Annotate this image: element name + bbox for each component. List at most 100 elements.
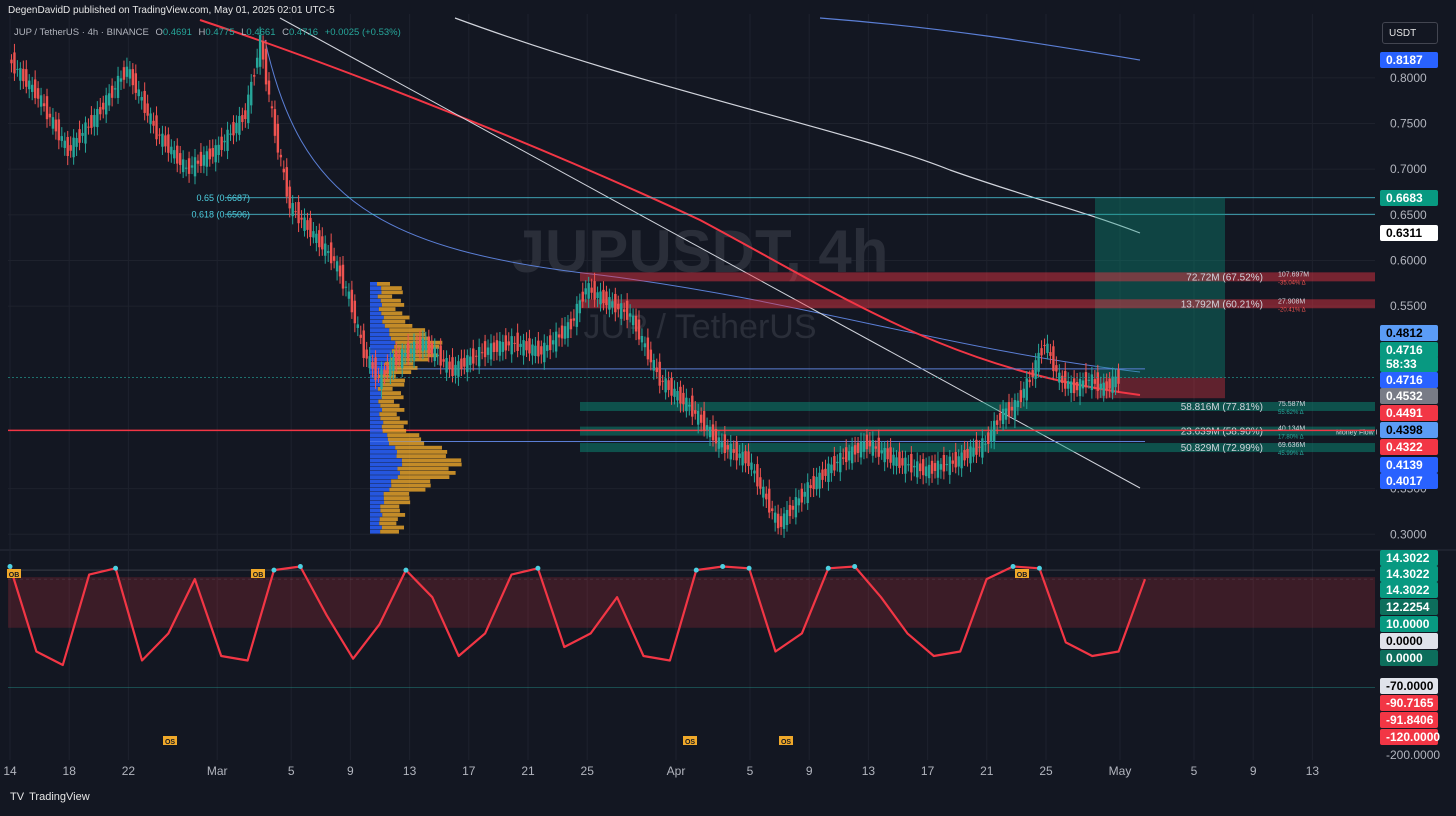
symbol-line: JUP / TetherUS · 4h · BINANCE O0.4691 H0…: [14, 27, 401, 38]
candle-body-351: [1049, 352, 1051, 356]
tradingview-logo[interactable]: TV TradingView: [8, 791, 90, 803]
ohlc-l: 0.4661: [246, 27, 275, 38]
candle-body-50: [158, 135, 160, 136]
osc-label-0: 14.3022: [1386, 551, 1430, 565]
candle-body-331: [990, 430, 992, 442]
vp-bar-blue-58: [370, 526, 382, 530]
x-tick-3: Mar: [207, 764, 228, 778]
candle-body-298: [892, 455, 894, 466]
currency-button[interactable]: USDT: [1382, 22, 1438, 44]
x-tick-9: 25: [581, 764, 595, 778]
candle-body-153: [463, 358, 465, 367]
candle-body-180: [543, 343, 545, 362]
candle-body-306: [916, 461, 918, 477]
candle-body-14: [52, 117, 54, 129]
candle-body-239: [718, 437, 720, 448]
candle-body-20: [69, 145, 71, 151]
candle-body-243: [730, 444, 732, 460]
candle-body-145: [439, 345, 441, 365]
candle-body-340: [1017, 401, 1019, 407]
candle-body-66: [206, 151, 208, 167]
candle-body-140: [425, 341, 427, 350]
vp-bar-blue-27: [370, 395, 382, 399]
vp-bar-blue-35: [370, 429, 383, 433]
price-label-11: 0.4139: [1386, 458, 1423, 472]
candle-body-356: [1064, 371, 1066, 389]
vp-bar-gold-3: [378, 295, 392, 299]
candle-body-193: [582, 292, 584, 302]
candle-body-283: [848, 451, 850, 460]
vp-bar-blue-41: [370, 454, 397, 458]
candle-body-79: [244, 110, 246, 119]
candle-body-177: [534, 346, 536, 356]
candle-body-260: [780, 516, 782, 527]
candle-body-245: [735, 442, 737, 461]
y-tick-4: 0.6000: [1390, 253, 1427, 267]
candle-body-352: [1052, 346, 1054, 371]
zone-note-1: 27.908M: [1278, 298, 1305, 305]
candle-body-275: [824, 469, 826, 476]
candle-body-200: [602, 290, 604, 303]
candle-body-165: [499, 341, 501, 356]
candle-body-162: [490, 343, 492, 359]
candle-body-324: [969, 447, 971, 464]
x-tick-10: Apr: [667, 764, 686, 778]
candle-body-105: [321, 236, 323, 249]
candle-body-9: [37, 88, 39, 99]
zone-label-3: 23.639M (58.90%): [1181, 427, 1263, 438]
candle-body-347: [1037, 353, 1039, 372]
vp-bar-blue-42: [370, 458, 402, 462]
fib-label-1: 0.618 (0.6506): [191, 209, 250, 219]
vp-bar-gold-58: [382, 526, 404, 530]
candle-body-299: [895, 457, 897, 466]
candle-body-27: [90, 115, 92, 128]
candle-body-29: [96, 109, 98, 127]
osc-peak-4: [113, 566, 118, 571]
vp-bar-blue-46: [370, 475, 398, 479]
x-tick-8: 21: [521, 764, 535, 778]
candle-body-258: [774, 513, 776, 523]
candle-body-78: [241, 115, 243, 122]
candle-body-172: [519, 344, 521, 347]
candle-body-318: [952, 460, 954, 463]
candle-body-341: [1020, 390, 1022, 402]
vp-bar-gold-26: [381, 391, 401, 395]
candle-body-235: [706, 425, 708, 430]
vp-bar-gold-24: [382, 383, 404, 387]
candle-body-40: [129, 69, 131, 78]
candle-body-132: [401, 349, 403, 368]
x-tick-5: 9: [347, 764, 354, 778]
x-tick-19: 9: [1250, 764, 1257, 778]
candle-body-186: [561, 326, 563, 339]
candle-body-345: [1031, 370, 1033, 377]
candle-body-266: [798, 498, 800, 505]
candle-body-173: [522, 340, 524, 355]
vp-bar-blue-11: [370, 328, 389, 332]
candle-body-308: [922, 459, 924, 475]
y-tick-1: 0.7500: [1390, 117, 1427, 131]
candle-body-344: [1029, 380, 1031, 382]
candle-body-366: [1094, 379, 1096, 384]
candle-body-265: [795, 497, 797, 517]
candle-body-81: [250, 82, 252, 105]
candle-body-370: [1105, 381, 1107, 390]
candle-body-147: [445, 358, 447, 373]
vp-bar-gold-54: [380, 509, 399, 513]
vp-bar-blue-49: [370, 488, 389, 492]
candle-body-80: [247, 95, 249, 123]
candle-body-110: [336, 261, 338, 271]
candle-body-62: [194, 157, 196, 176]
candle-body-169: [511, 336, 513, 354]
candle-body-158: [478, 347, 480, 366]
symbol-name[interactable]: JUP / TetherUS · 4h · BINANCE: [14, 27, 149, 38]
vp-bar-gold-39: [395, 446, 442, 450]
candle-body-348: [1040, 348, 1042, 355]
vp-bar-gold-5: [382, 303, 404, 307]
osc-marker-3: OS: [165, 739, 175, 746]
candle-body-142: [431, 343, 433, 354]
x-tick-14: 17: [921, 764, 935, 778]
candle-body-328: [981, 438, 983, 457]
candle-body-216: [650, 350, 652, 363]
vp-bar-gold-45: [400, 471, 456, 475]
